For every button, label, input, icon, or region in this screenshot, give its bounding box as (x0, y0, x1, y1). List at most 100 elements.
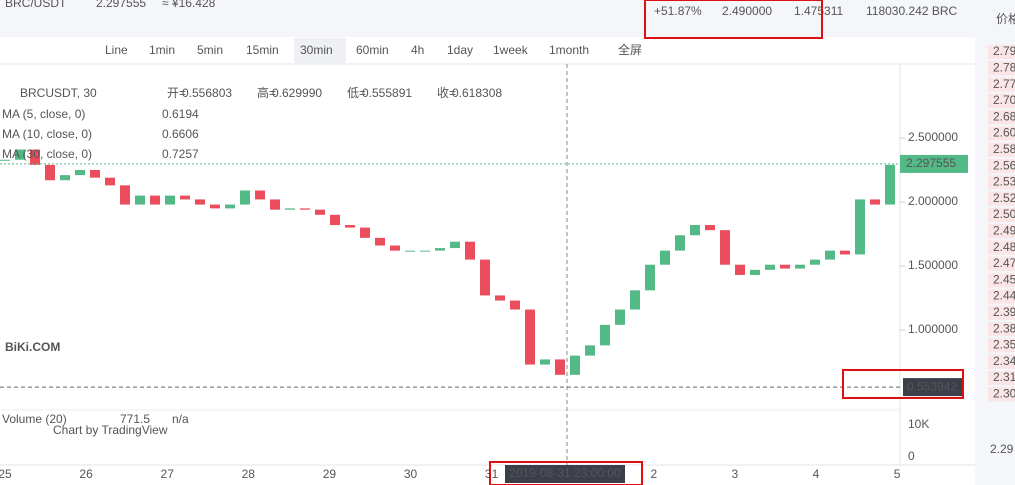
ask-bg (988, 371, 1015, 385)
candle (765, 264, 775, 270)
ask-price: 2.78 (993, 60, 1015, 74)
candle (660, 250, 670, 265)
candle (90, 169, 100, 178)
candle (795, 264, 805, 269)
ask-bg (988, 224, 1015, 239)
volume-tick-label: 10K (908, 417, 929, 431)
ask-price: 2.31 (993, 370, 1015, 384)
candle (615, 309, 625, 325)
high: 2.490000 (722, 4, 772, 18)
x-tick-label: 4 (813, 467, 820, 481)
ohlc-label: 收= (437, 86, 456, 100)
candle (480, 259, 490, 296)
symbol: BRCUSDT, 30 (20, 86, 97, 100)
ma-value: 0.7257 (162, 147, 199, 161)
x-tick-label: 2 (650, 467, 657, 481)
interval-button[interactable]: 1day (447, 43, 473, 57)
interval-button[interactable]: 4h (411, 43, 424, 57)
candle (825, 250, 835, 260)
candle (855, 199, 865, 255)
interval-button[interactable]: 1week (493, 43, 529, 57)
candle (840, 250, 850, 255)
logo: BiKi.COM (5, 340, 60, 354)
interval-button[interactable]: 15min (246, 43, 279, 57)
ask-bg (988, 191, 1015, 206)
ask-price: 2.70 (993, 93, 1015, 107)
candle (600, 324, 610, 346)
candle (555, 359, 565, 375)
x-tick-label: 30 (404, 467, 418, 481)
ask-bg (988, 354, 1015, 369)
volume24: 118030.242 BRC (866, 4, 958, 18)
ask-bg (988, 322, 1015, 337)
highlight-box (644, 0, 823, 39)
interval-button[interactable]: 1month (549, 43, 589, 57)
interval-button[interactable]: 5min (197, 43, 223, 57)
ohlc-label: 低= (347, 86, 366, 100)
interval-button[interactable]: Line (105, 43, 128, 57)
ask-price: 2.58 (993, 142, 1015, 156)
ask-price: 2.30 (993, 386, 1015, 400)
y-tick-label: 1.000000 (908, 322, 958, 336)
crosshair-label: 2019-08-31 23:00:00 (509, 466, 621, 480)
candle (180, 195, 190, 200)
candle (300, 208, 310, 210)
last-trade: 2.29 (990, 442, 1014, 456)
candle (510, 300, 520, 310)
ask-price: 2.35 (993, 338, 1015, 352)
x-tick-label: 27 (161, 467, 175, 481)
candle (540, 359, 550, 365)
candle (60, 175, 70, 181)
ohlc-value: 0.555891 (362, 86, 412, 100)
ask-bg (988, 305, 1015, 320)
interval-button[interactable]: 30min (300, 43, 333, 57)
x-tick-label: 3 (732, 467, 739, 481)
ask-bg (988, 289, 1015, 304)
candle (330, 214, 340, 226)
candle (525, 309, 535, 365)
candle (255, 190, 265, 200)
candle (420, 250, 430, 252)
interval-button[interactable]: 1min (149, 43, 175, 57)
ask-bg (988, 126, 1015, 141)
low-box (903, 378, 963, 397)
ma-value: 0.6606 (162, 127, 199, 141)
fullscreen-button[interactable]: 全屏 (618, 42, 642, 57)
ask-price: 2.56 (993, 158, 1015, 172)
candle (240, 190, 250, 205)
last-price-label: 2.297555 (906, 156, 956, 170)
candle (465, 241, 475, 260)
cny: ≈ ¥16.428 (162, 0, 216, 10)
candle (630, 290, 640, 310)
candle (690, 225, 700, 236)
volume-extra: n/a (172, 412, 189, 426)
y-tick-label: 2.500000 (908, 130, 958, 144)
candle (120, 185, 130, 205)
low-label: 0.553942 (907, 379, 957, 393)
candle (375, 237, 385, 246)
y-tick-label: 1.500000 (908, 258, 958, 272)
x-tick-label: 29 (323, 467, 337, 481)
volume-name: Volume (20) (2, 412, 67, 426)
ask-price: 2.48 (993, 240, 1015, 254)
highlight-box (489, 461, 643, 485)
x-tick-label: 26 (79, 467, 93, 481)
candle (15, 149, 25, 160)
ohlc-value: 0.618308 (452, 86, 502, 100)
x-tick-label: 28 (242, 467, 256, 481)
ask-price: 2.60 (993, 126, 1015, 140)
x-tick-label: 25 (0, 467, 12, 481)
ohlc-value: 0.556803 (182, 86, 232, 100)
candle (315, 209, 325, 215)
y-tick-label: 2.000000 (908, 194, 958, 208)
ask-bg (988, 338, 1015, 353)
ma-name: MA (5, close, 0) (2, 107, 85, 121)
interval-button[interactable]: 60min (356, 43, 389, 57)
credit[interactable]: Chart by TradingView (53, 423, 168, 437)
ohlc-value: 0.629990 (272, 86, 322, 100)
last-price-box (900, 154, 968, 173)
x-tick-label: 31 (485, 467, 499, 481)
candle (285, 208, 295, 210)
x-tick-label: 5 (894, 467, 901, 481)
